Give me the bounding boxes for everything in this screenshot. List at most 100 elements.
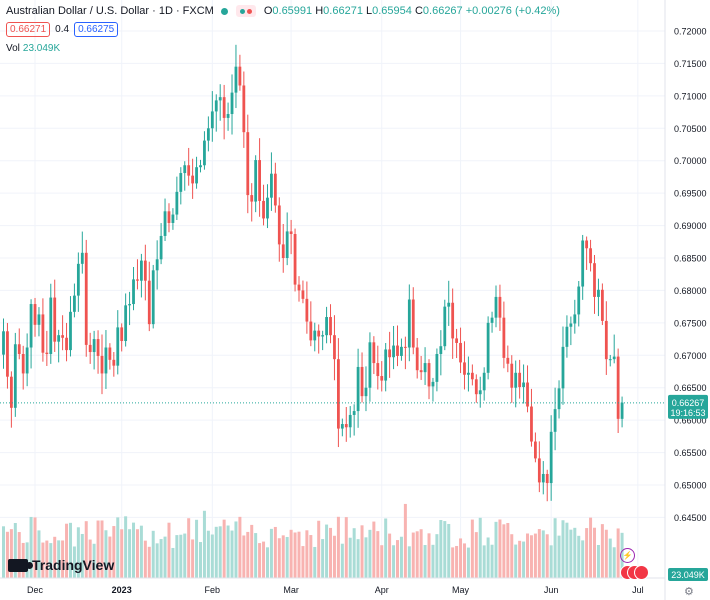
grid [0,0,665,578]
candle-body [553,409,557,432]
volume-bar [76,527,80,578]
volume-bar [541,530,545,578]
volume-bar [37,530,41,578]
candle-body [175,191,179,215]
countdown-label: 19:16:53 [670,408,705,418]
candle-body [585,240,589,249]
volume-bar [88,539,92,578]
volume-bar [577,535,581,578]
time-axis[interactable]: Dec 2023 Feb Mar Apr May Jun Jul [0,577,665,595]
volume-bar [222,519,226,578]
volume-bars [2,503,624,578]
volume-bar [199,542,202,578]
candle-body [604,320,608,360]
volume-bar [455,545,459,578]
candle-body [597,289,600,297]
price-tick-label: 0.70000 [674,156,707,166]
volume-bar [344,517,348,578]
price-tick-label: 0.72000 [674,27,707,37]
candle-body [285,231,289,258]
volume-bar [581,540,585,578]
volume-bar [277,538,281,578]
candle-body [159,235,163,260]
candle-body [333,335,336,360]
candle-body [565,326,569,347]
volume-bar [604,529,608,578]
candle-body [352,411,356,415]
candle-body [57,335,61,342]
volume-bar [474,532,478,578]
candle-body [589,248,592,264]
high-value: 0.66271 [323,5,363,17]
candle-body [104,347,108,374]
high-label: H [315,5,324,17]
volume-bar [269,528,273,578]
candle-body [53,297,57,342]
volume-bar [41,542,45,578]
status-badge[interactable] [235,5,256,17]
time-tick-label: Feb [205,585,221,595]
volume-bar [17,532,21,578]
volume-bar [498,519,502,578]
volume-bar [104,530,108,578]
candle-body [317,330,321,337]
candle-body [179,173,183,192]
candle-body [396,345,399,356]
volume-bar [494,521,498,578]
volume-bar [100,520,104,578]
candle-body [37,314,41,325]
buy-button[interactable]: 0.66275 [74,22,119,37]
volume-bar [526,533,530,578]
volume-bar [265,547,269,578]
candle-body [510,363,514,388]
volume-bar [340,543,344,578]
price-axis[interactable]: 0.72000 0.71500 0.71000 0.70500 0.70000 0.695… [664,0,707,600]
gear-icon[interactable]: ⚙ [684,586,694,598]
volume-bar [179,534,183,578]
volume-bar [13,522,17,578]
sell-button[interactable]: 0.66271 [6,22,51,37]
candle-body [360,366,364,397]
volume-bar [68,522,72,578]
candle-body [541,473,545,483]
price-tick-label: 0.71000 [674,91,707,101]
candle-body [73,295,76,312]
volume-bar [585,528,589,578]
open-label: O [263,5,273,17]
volume-bar [573,527,577,578]
candle-body [549,431,553,484]
volume-legend[interactable]: Vol 23.049K [6,43,60,54]
flag-icon[interactable] [634,565,649,580]
volume-bar [305,530,309,578]
symbol-title[interactable]: Australian Dollar / U.S. Dollar · 1D · F… [6,5,214,17]
lightning-icon[interactable]: ⚡ [620,548,635,563]
candle-body [620,402,624,419]
volume-bar [135,529,139,578]
candle-body [270,173,273,198]
volume-bar [92,543,96,578]
volume-bar [262,541,266,578]
volume-bar [57,540,61,578]
tradingview-logo[interactable]: TradingView [8,557,114,573]
candle-body [344,424,348,428]
volume-bar [372,521,376,578]
candle-body [561,346,565,389]
candle-body [490,317,494,323]
volume-bar [447,523,451,578]
candle-body [309,321,313,341]
volume-bar [600,524,604,578]
candle-body [403,346,407,348]
price-tick-label: 0.64500 [674,513,707,523]
candle-body [143,260,147,281]
volume-bar [155,543,159,578]
candle-body [6,331,9,377]
volume-bar [53,536,57,578]
price-tick-label: 0.70500 [674,124,707,134]
candle-body [419,370,423,373]
candle-body [226,114,230,118]
candle-body [431,381,435,387]
volume-bar [403,503,407,578]
candle-body [108,347,112,360]
candle-body [96,339,100,356]
